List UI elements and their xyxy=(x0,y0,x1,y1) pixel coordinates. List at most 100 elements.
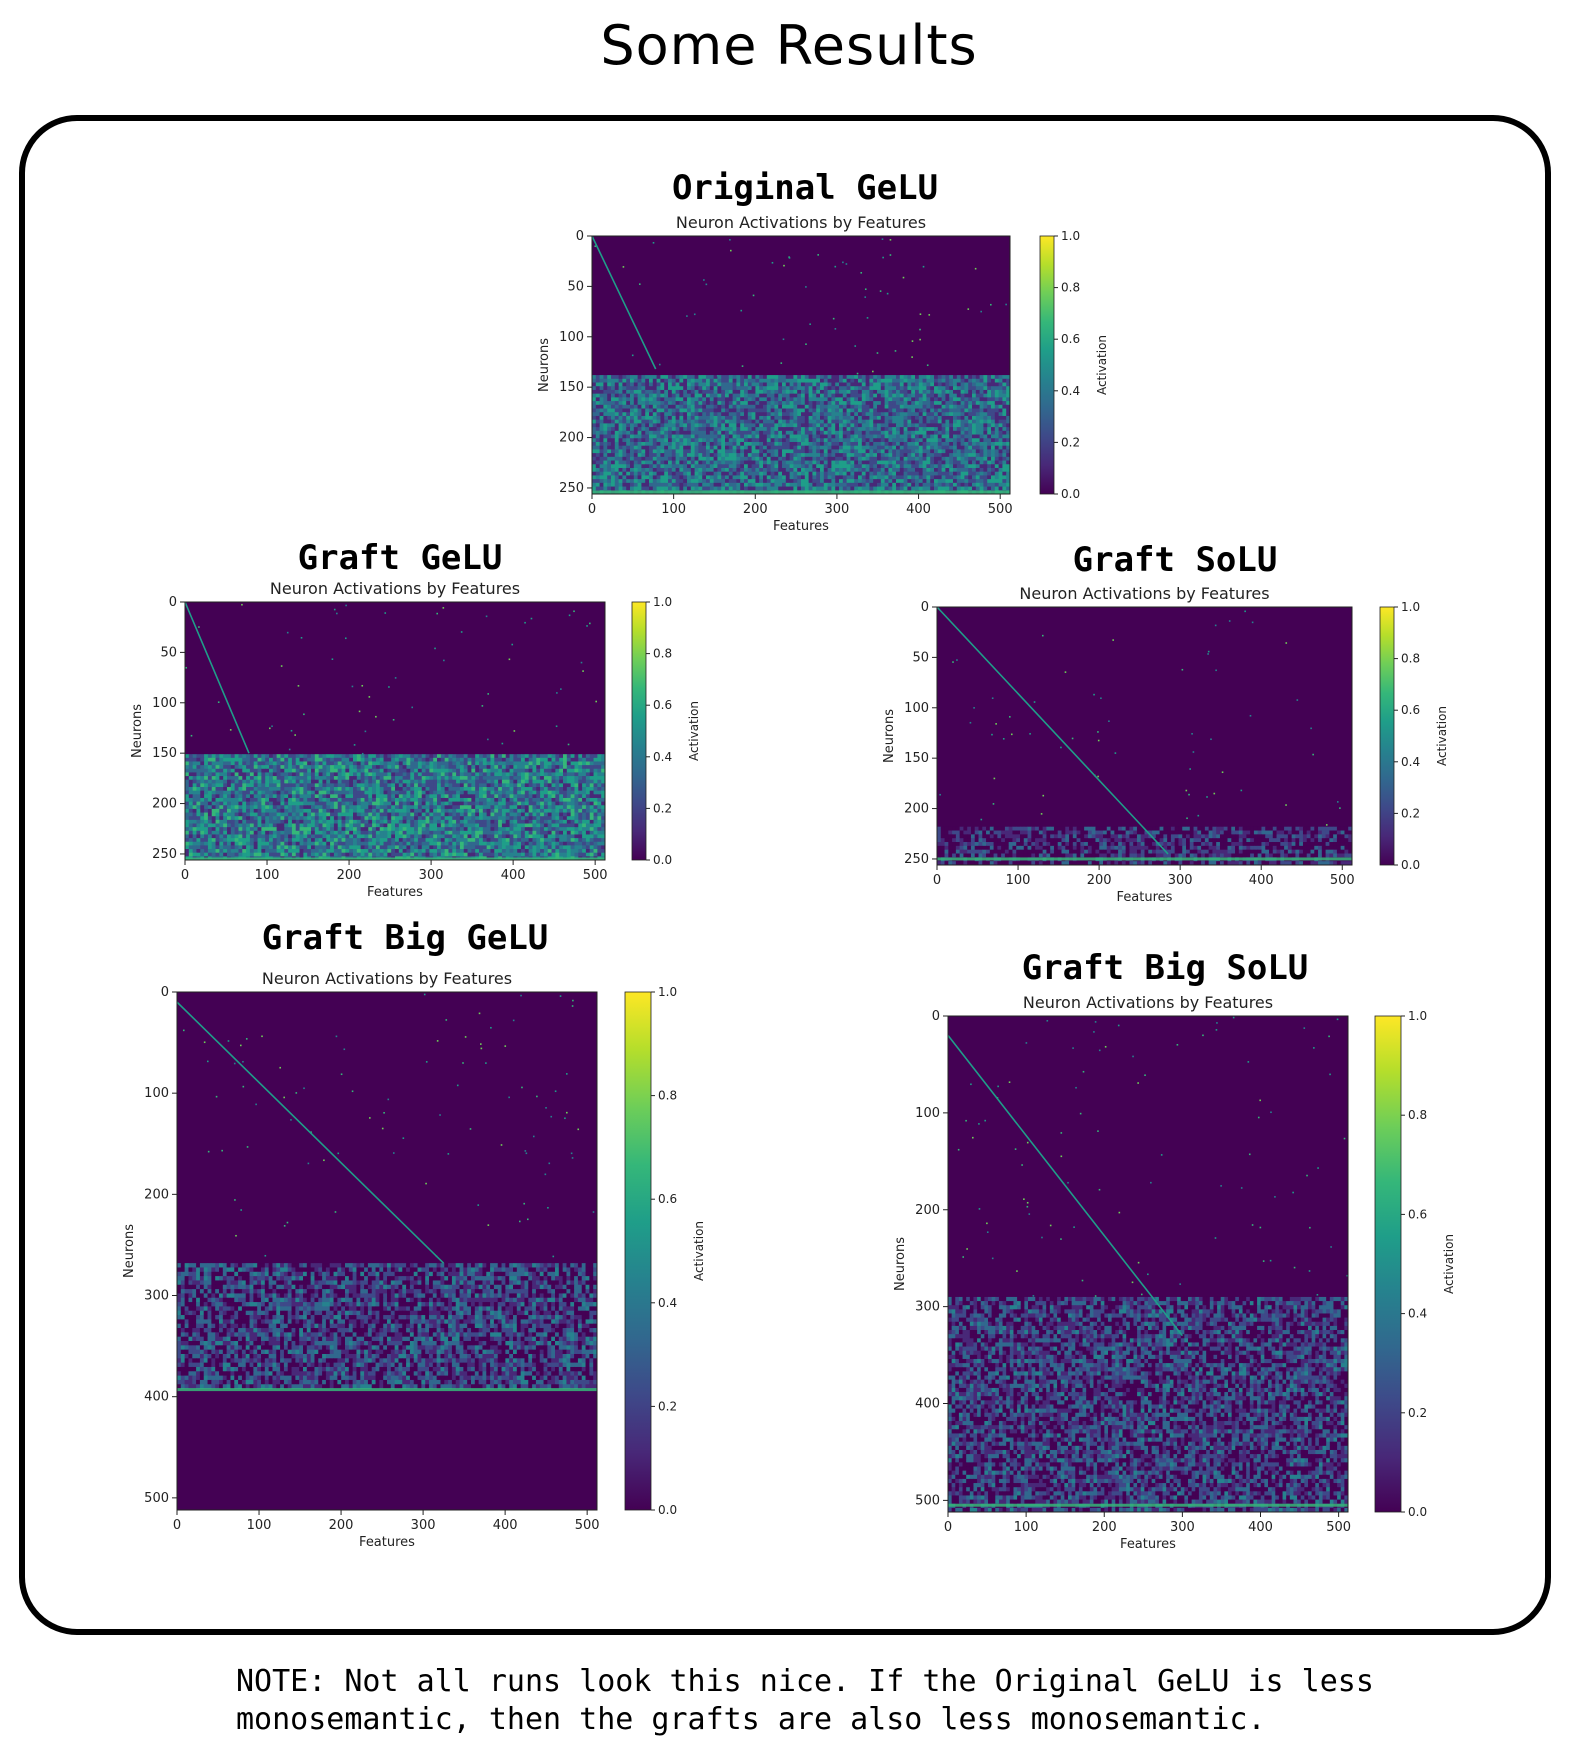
colorbar-label: Activation xyxy=(1095,335,1109,395)
colorbar-tick-label: 0.8 xyxy=(1401,652,1420,666)
noise-band xyxy=(177,1263,598,1389)
heatmap-graft-big-gelu: Neuron Activations by Features 0 100 200 300… xyxy=(122,969,706,1550)
y-tick-label: 0 xyxy=(932,1009,940,1024)
x-tick-label: 200 xyxy=(329,1518,354,1533)
y-tick-label: 400 xyxy=(915,1397,940,1412)
x-tick-label: 100 xyxy=(247,1518,272,1533)
x-tick-label: 200 xyxy=(1092,1520,1117,1535)
y-tick-label: 500 xyxy=(915,1493,940,1508)
x-tick-label: 500 xyxy=(1326,1520,1351,1535)
colorbar-tick-label: 0.6 xyxy=(1408,1207,1427,1221)
x-tick-label: 400 xyxy=(501,868,526,883)
chart-title: Neuron Activations by Features xyxy=(1019,584,1269,603)
y-tick-label: 0 xyxy=(169,595,177,610)
panel-title-original-gelu: Original GeLU xyxy=(671,168,939,208)
colorbar xyxy=(1374,1015,1402,1513)
sparse-activations xyxy=(182,993,595,1258)
x-axis-label: Features xyxy=(773,519,829,534)
heatmap-graft-solu: Neuron Activations by Features 0 100 200 300… xyxy=(882,584,1449,905)
y-axis-label: Neurons xyxy=(122,1224,137,1278)
colorbar-tick-label: 1.0 xyxy=(1061,229,1080,243)
noise-band xyxy=(948,1296,1349,1513)
panel-title-graft-big-gelu: Graft Big GeLU xyxy=(261,918,549,958)
page-title: Some Results xyxy=(600,14,978,77)
colorbar-tick-label: 0.0 xyxy=(1401,858,1420,872)
colorbar xyxy=(1379,606,1395,866)
plot-frame xyxy=(936,606,1353,866)
panel-title-graft-big-solu: Graft Big SoLU xyxy=(1021,948,1309,988)
x-tick-label: 200 xyxy=(337,868,362,883)
y-tick-label: 500 xyxy=(144,1491,169,1506)
x-tick-label: 300 xyxy=(1170,1520,1195,1535)
plot-frame xyxy=(591,235,1011,495)
colorbar-label: Activation xyxy=(692,1221,706,1281)
chart-title: Neuron Activations by Features xyxy=(676,213,926,232)
colorbar-tick-label: 0.4 xyxy=(1408,1307,1427,1321)
y-tick-label: 200 xyxy=(915,1203,940,1218)
x-tick-label: 400 xyxy=(1248,1520,1273,1535)
colorbar-tick-label: 0.0 xyxy=(658,1503,677,1517)
x-tick-label: 400 xyxy=(1249,873,1274,888)
y-tick-label: 300 xyxy=(144,1289,169,1304)
colorbar-tick-label: 0.2 xyxy=(1408,1406,1427,1420)
x-tick-label: 0 xyxy=(944,1520,952,1535)
y-tick-label: 300 xyxy=(915,1300,940,1315)
y-axis-label: Neurons xyxy=(893,1237,908,1291)
x-tick-label: 0 xyxy=(588,502,596,517)
x-tick-label: 200 xyxy=(1087,873,1112,888)
x-tick-label: 100 xyxy=(1014,1520,1039,1535)
colorbar-tick-label: 0.4 xyxy=(653,750,672,764)
diagonal-line xyxy=(591,235,657,370)
plot-frame xyxy=(947,1015,1349,1513)
colorbar-tick-label: 1.0 xyxy=(1401,600,1420,614)
colorbar-tick-label: 1.0 xyxy=(658,985,677,999)
diagonal-line xyxy=(936,606,1169,855)
x-axis-label: Features xyxy=(1120,1537,1176,1552)
colorbar xyxy=(631,601,647,861)
y-tick-label: 250 xyxy=(904,852,929,867)
note-text: NOTE: Not all runs look this nice. If th… xyxy=(236,1663,1556,1739)
x-tick-label: 300 xyxy=(411,1518,436,1533)
y-tick-label: 100 xyxy=(904,701,929,716)
heatmap-graft-big-solu: Neuron Activations by Features 0 100 200 300… xyxy=(893,993,1456,1552)
y-axis-label: Neurons xyxy=(537,338,552,392)
colorbar-tick-label: 0.2 xyxy=(1401,806,1420,820)
sparse-activations xyxy=(594,238,1007,377)
x-tick-label: 100 xyxy=(255,868,280,883)
chart-title: Neuron Activations by Features xyxy=(262,969,512,988)
colorbar-label: Activation xyxy=(1442,1234,1456,1294)
plot-frame xyxy=(176,991,598,1511)
colorbar-label: Activation xyxy=(1435,706,1449,766)
y-axis-label: Neurons xyxy=(882,709,897,763)
y-tick-label: 0 xyxy=(576,229,584,244)
y-tick-label: 0 xyxy=(161,985,169,1000)
chart-title: Neuron Activations by Features xyxy=(270,579,520,598)
note-line-1: NOTE: Not all runs look this nice. If th… xyxy=(236,1664,1374,1699)
colorbar-tick-label: 0.2 xyxy=(1061,435,1080,449)
colorbar-tick-label: 0.0 xyxy=(1408,1505,1427,1519)
colorbar-tick-label: 0.6 xyxy=(1401,703,1420,717)
colorbar-label: Activation xyxy=(687,701,701,761)
diagonal-line xyxy=(176,1001,445,1264)
y-tick-label: 200 xyxy=(904,802,929,817)
bright-row xyxy=(592,490,1010,494)
y-tick-label: 50 xyxy=(160,645,177,660)
x-tick-label: 0 xyxy=(173,1518,181,1533)
sparse-activations xyxy=(957,1016,1349,1297)
diagonal-line xyxy=(947,1034,1184,1337)
panel-title-graft-solu: Graft SoLU xyxy=(1072,540,1278,580)
y-tick-label: 150 xyxy=(559,380,584,395)
x-tick-label: 400 xyxy=(493,1518,518,1533)
x-tick-label: 500 xyxy=(988,502,1013,517)
colorbar-tick-label: 0.8 xyxy=(1061,281,1080,295)
x-tick-label: 500 xyxy=(575,1518,600,1533)
x-tick-label: 200 xyxy=(743,502,768,517)
y-tick-label: 50 xyxy=(567,279,584,294)
bright-row xyxy=(185,857,605,861)
x-tick-label: 300 xyxy=(1168,873,1193,888)
colorbar-tick-label: 0.2 xyxy=(653,801,672,815)
heatmap-original-gelu: Neuron Activations by Features 0 100 200 300… xyxy=(537,213,1109,534)
colorbar-tick-label: 0.6 xyxy=(653,698,672,712)
x-tick-label: 500 xyxy=(583,868,608,883)
x-axis-label: Features xyxy=(1117,890,1173,905)
